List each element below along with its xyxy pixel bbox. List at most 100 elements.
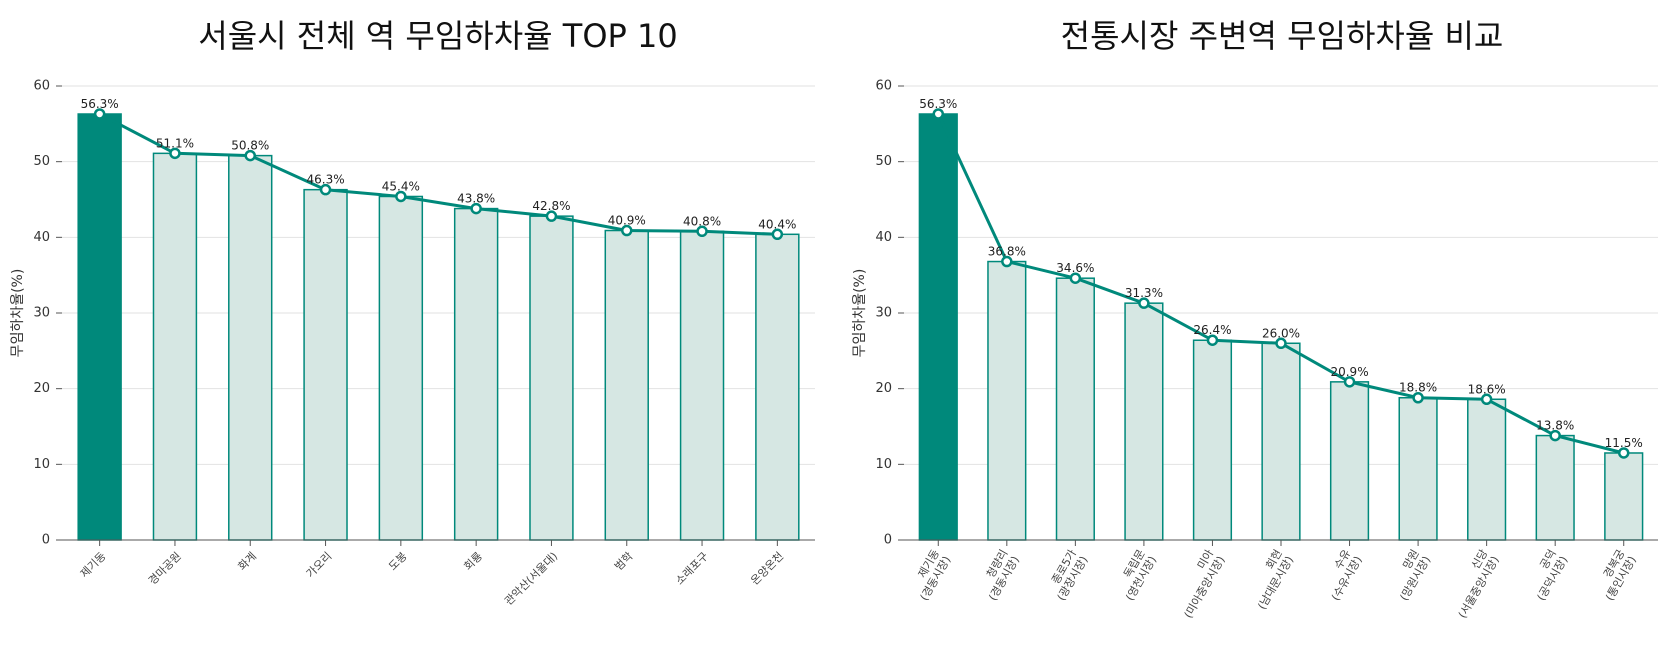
- data-point: [470, 202, 482, 215]
- data-point: [319, 183, 332, 196]
- data-label: 34.6%: [1056, 261, 1094, 275]
- data-point: [621, 224, 633, 237]
- data-label: 20.9%: [1330, 365, 1368, 379]
- data-point: [1069, 272, 1082, 284]
- data-label: 18.6%: [1468, 382, 1506, 396]
- x-tick-label: 경복궁(통인시장): [1592, 547, 1639, 603]
- bar: [77, 113, 122, 541]
- bar: [604, 229, 649, 541]
- x-tick-label: 제기동: [78, 550, 109, 581]
- y-tick-label: 10: [875, 457, 892, 472]
- bar: [303, 188, 348, 541]
- bar: [918, 113, 958, 541]
- data-point: [1275, 337, 1287, 350]
- y-axis-label: 무임하차율(%): [10, 269, 26, 358]
- chart-panel-2: 전통시장 주변역 무임하차율 비교 0 10 20 30 40 50 60 무임하차율(%) 56…: [852, 17, 1658, 620]
- x-tick-label: 관악산(서울대): [502, 550, 560, 608]
- bar: [1398, 396, 1438, 541]
- bar: [679, 230, 725, 541]
- data-label: 36.8%: [988, 245, 1026, 259]
- x-tick-label: 화계: [236, 550, 260, 574]
- y-tick-label: 20: [875, 381, 892, 396]
- x-tick-label-line: 소래포구: [673, 550, 711, 588]
- data-label: 11.5%: [1605, 436, 1643, 450]
- data-point: [545, 210, 558, 222]
- data-point: [1206, 334, 1219, 346]
- bar: [1124, 302, 1164, 541]
- data-point: [1549, 429, 1561, 442]
- data-point: [244, 149, 256, 162]
- x-tick-label: 경마공원: [146, 550, 184, 588]
- bar: [987, 260, 1027, 541]
- bar: [755, 233, 800, 541]
- data-point: [932, 108, 945, 120]
- bar: [529, 215, 574, 541]
- data-label: 26.0%: [1262, 326, 1300, 340]
- trend-line: [99, 112, 778, 236]
- data-label: 26.4%: [1193, 323, 1231, 337]
- x-tick-label-line: 범학: [612, 550, 636, 574]
- x-tick-label-line: 온양온천: [748, 549, 787, 588]
- x-tick-label-line: 화계: [236, 550, 260, 574]
- y-tick-label: 40: [875, 230, 892, 245]
- bar: [1192, 339, 1233, 541]
- bar: [1261, 342, 1301, 541]
- data-point: [395, 190, 407, 203]
- bar: [1604, 452, 1644, 541]
- x-tick-label: 회룡: [461, 550, 485, 574]
- data-label: 31.3%: [1125, 286, 1163, 300]
- data-label: 43.8%: [457, 192, 495, 206]
- x-tick-label: 범학: [612, 550, 636, 574]
- x-tick-label: 종로5가(광장시장): [1043, 547, 1090, 603]
- y-tick-label: 50: [33, 154, 50, 169]
- data-label: 42.8%: [532, 199, 570, 213]
- bar: [228, 154, 273, 541]
- data-point: [1480, 393, 1493, 406]
- x-tick-label: 제기동(경동시장): [906, 547, 953, 603]
- y-axis-label: 무임하차율(%): [852, 269, 868, 358]
- data-label: 51.1%: [156, 136, 194, 150]
- y-tick-label: 30: [33, 306, 50, 321]
- data-point: [696, 225, 708, 238]
- chart-title: 전통시장 주변역 무임하차율 비교: [1061, 17, 1504, 55]
- x-tick-label: 회현(남대문시장): [1244, 547, 1296, 611]
- x-tick-label: 망원(망원시장): [1386, 547, 1433, 603]
- data-point: [93, 108, 106, 120]
- bar: [378, 195, 424, 541]
- chart-panel-1: 서울시 전체 역 무임하차율 TOP 10 0 10 20 30 40 50 60 무임하차율(…: [10, 17, 815, 608]
- x-tick-label: 도봉: [386, 550, 410, 574]
- x-tick-label: 온양온천: [748, 549, 787, 588]
- data-label: 40.8%: [683, 214, 721, 228]
- x-tick-label: 공덕(공덕시장): [1523, 547, 1570, 603]
- data-point: [1343, 376, 1356, 388]
- data-point: [1412, 391, 1424, 404]
- y-tick-label: 50: [875, 154, 892, 169]
- x-tick-label: 소래포구: [673, 550, 711, 588]
- y-tick-label: 60: [875, 79, 892, 94]
- x-tick-label-line: 관악산(서울대): [502, 550, 560, 608]
- y-tick-label: 30: [875, 306, 892, 321]
- x-tick-label: 가오리: [304, 550, 335, 581]
- bar: [1467, 398, 1507, 541]
- x-tick-label-line: 도봉: [386, 550, 410, 574]
- x-tick-label: 미아(미아중앙시장): [1170, 547, 1227, 620]
- bar: [453, 207, 499, 541]
- data-label: 45.4%: [382, 179, 420, 193]
- data-label: 46.3%: [306, 173, 344, 187]
- data-label: 56.3%: [919, 97, 957, 111]
- x-tick-label: 청량리(경동시장): [975, 547, 1022, 603]
- y-tick-label: 20: [33, 381, 50, 396]
- data-point: [1617, 447, 1630, 459]
- bar: [1535, 434, 1575, 541]
- x-tick-label-line: 회룡: [461, 550, 485, 574]
- x-tick-label-line: 가오리: [304, 550, 335, 581]
- data-point: [771, 228, 784, 241]
- y-tick-label: 40: [33, 230, 50, 245]
- data-label: 40.4%: [758, 217, 796, 231]
- x-tick-label: 신당(서울중앙시장): [1444, 547, 1501, 620]
- data-label: 13.8%: [1536, 419, 1574, 433]
- data-point: [1001, 255, 1013, 268]
- bar: [152, 152, 198, 541]
